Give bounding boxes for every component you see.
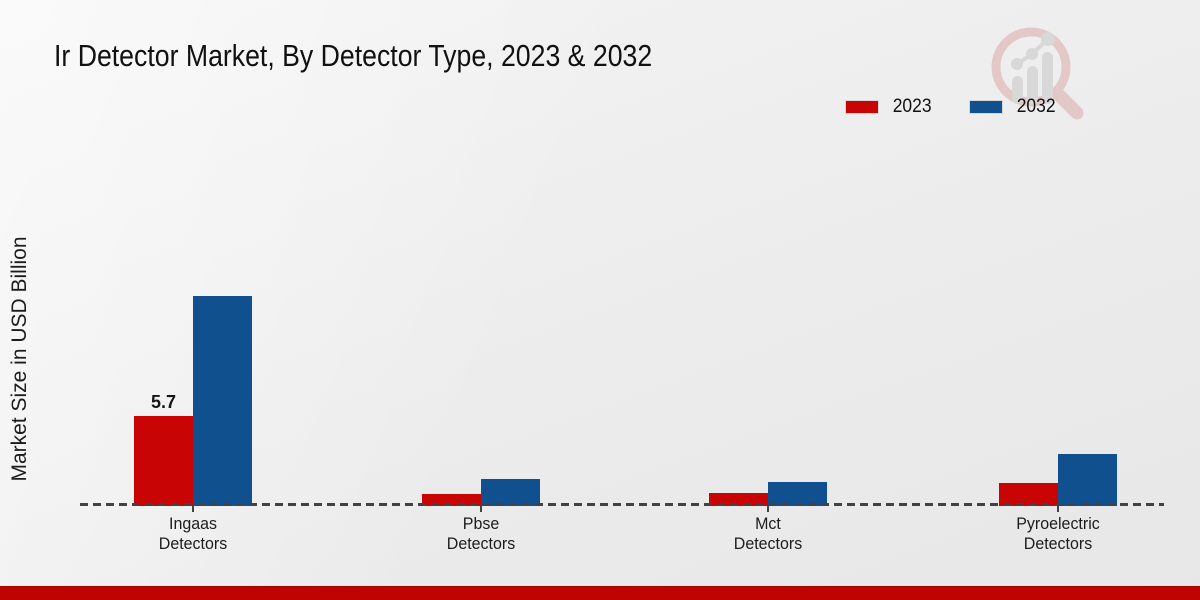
category-label-mct-detectors: Mct Detectors [733, 514, 803, 553]
x-axis-tick [480, 506, 482, 512]
x-axis-tick [1057, 506, 1059, 512]
legend-label: 2023 [892, 96, 932, 117]
category-label-pyroelectric-detectors: Pyroelectric Detectors [1016, 514, 1100, 553]
bar-2023-pyroelectric-detectors [999, 483, 1058, 506]
logo-bar-icon [1012, 76, 1023, 104]
logo-trend-dot-icon [1041, 32, 1055, 46]
logo-bar-icon [1027, 66, 1038, 104]
chart-title: Ir Detector Market, By Detector Type, 20… [54, 38, 653, 73]
x-axis-tick [767, 506, 769, 512]
bar-2032-pyroelectric-detectors [1058, 454, 1117, 506]
legend: 2023 2032 [845, 96, 1058, 118]
legend-swatch-icon [969, 100, 1004, 114]
bar-2032-ingaas-detectors [193, 296, 252, 506]
legend-item-2023: 2023 [845, 96, 933, 118]
bar-value-label: 5.7 [150, 392, 177, 412]
category-label-pbse-detectors: Pbse Detectors [446, 514, 516, 553]
logo-bar-icon [1042, 52, 1053, 104]
bar-2023-mct-detectors [709, 493, 768, 506]
legend-item-2032: 2032 [969, 96, 1057, 118]
logo-trend-dot-icon [1026, 48, 1038, 60]
logo-trend-dot-icon [1011, 58, 1023, 70]
bar-2032-pbse-detectors [481, 479, 540, 506]
magnifier-handle-icon [1050, 86, 1084, 120]
bar-2032-mct-detectors [768, 482, 827, 506]
footer-accent-bar [0, 586, 1200, 600]
legend-swatch-icon [845, 100, 879, 114]
category-label-ingaas-detectors: Ingaas Detectors [158, 514, 228, 553]
legend-label: 2032 [1016, 96, 1056, 117]
bar-2023-ingaas-detectors [134, 416, 193, 506]
x-axis-tick [192, 506, 194, 512]
x-axis-line [80, 503, 1164, 506]
brand-logo-watermark [991, 27, 1084, 120]
